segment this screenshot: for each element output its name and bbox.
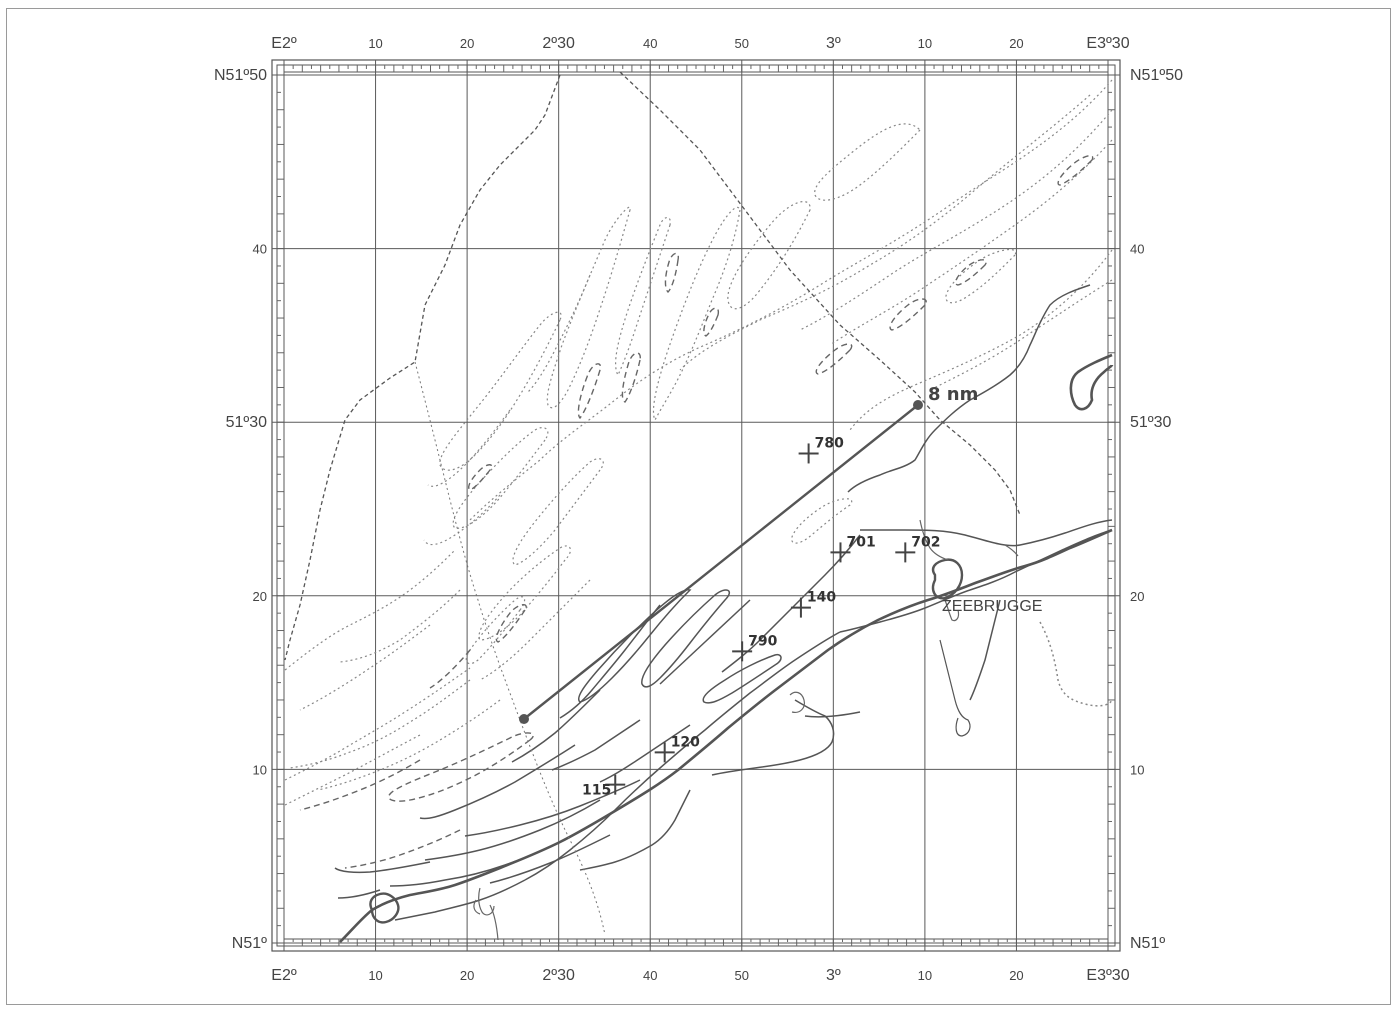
station-label: 701	[846, 534, 875, 550]
lon-label-top: 20	[1009, 36, 1023, 51]
station-label: 790	[748, 633, 777, 649]
lon-label-bottom: 20	[460, 968, 474, 983]
boundary-lines	[284, 71, 1021, 661]
depth-contours-dashed	[299, 155, 1094, 869]
lat-label-left: 40	[253, 242, 267, 257]
harbour-details	[473, 519, 1019, 941]
lat-label-left: 10	[253, 762, 267, 777]
graticule-labels: E2º 10 20 2º30 40 50 3º 10 20 E3º30 E2º 10 20 2º30 40 5…	[214, 35, 1183, 984]
station-marker: 120	[654, 734, 700, 763]
coastline-and-shoals	[334, 284, 1113, 921]
lat-label-left: N51º50	[214, 67, 267, 84]
station-marker: 790	[732, 633, 778, 662]
lat-label-left: 20	[253, 589, 267, 604]
lon-label-bottom: 10	[368, 968, 382, 983]
station-label: 140	[807, 590, 836, 606]
lat-label-right: 51º30	[1130, 414, 1172, 431]
station-marker: 701	[830, 534, 876, 563]
lat-label-left: 51º30	[226, 414, 268, 431]
lon-label-bottom: 20	[1009, 968, 1023, 983]
lon-label-bottom: E3º30	[1086, 967, 1129, 984]
station-label: 115	[582, 783, 611, 799]
lon-label-bottom: 50	[735, 968, 749, 983]
lon-label-bottom: 3º	[826, 967, 841, 984]
graduated-border	[271, 59, 1121, 952]
lon-label-bottom: 10	[918, 968, 932, 983]
place-label: ZEEBRUGGE	[942, 598, 1042, 615]
lon-label-bottom: 40	[643, 968, 657, 983]
track-end-marker	[913, 400, 923, 410]
lon-label-top: 2º30	[542, 35, 575, 52]
lon-label-top: 40	[643, 36, 657, 51]
lat-label-right: 10	[1130, 762, 1144, 777]
lon-label-top: E3º30	[1086, 35, 1129, 52]
lon-label-top: 10	[368, 36, 382, 51]
map-frame	[6, 8, 1391, 1005]
distance-label: 8 nm	[928, 384, 978, 405]
lon-label-top: 10	[918, 36, 932, 51]
station-label: 780	[815, 435, 844, 451]
lat-label-right: 40	[1130, 242, 1144, 257]
stations-layer: 780 701 702 140 790 120 115	[582, 435, 941, 798]
depth-contours-dotted	[284, 79, 1113, 806]
station-label: 120	[671, 734, 700, 750]
station-marker: 702	[895, 534, 941, 563]
lon-label-top: 20	[460, 36, 474, 51]
lon-label-top: 50	[735, 36, 749, 51]
graticule-grid	[272, 60, 1120, 951]
main-coastline	[339, 353, 1114, 943]
lat-label-right: N51º	[1130, 935, 1165, 952]
track-start-marker	[519, 714, 529, 724]
station-marker: 140	[790, 590, 836, 618]
lon-label-bottom: E2º	[271, 967, 297, 984]
lat-label-right: N51º50	[1130, 67, 1183, 84]
lon-label-top: E2º	[271, 35, 297, 52]
station-marker: 115	[582, 774, 626, 799]
station-label: 702	[911, 534, 940, 550]
lat-label-right: 20	[1130, 589, 1144, 604]
station-marker: 780	[798, 435, 844, 464]
boundary-lines-fine	[414, 361, 606, 936]
lat-label-left: N51º	[232, 935, 267, 952]
survey-track	[519, 400, 923, 724]
lon-label-bottom: 2º30	[542, 967, 575, 984]
lon-label-top: 3º	[826, 35, 841, 52]
